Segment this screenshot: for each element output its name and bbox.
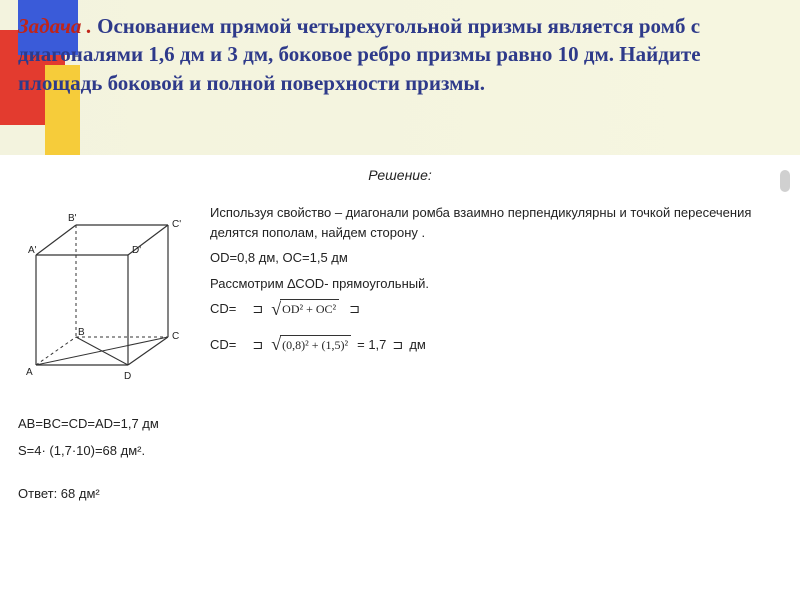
cd-result: = 1,7 [357,335,386,355]
od-oc-values: OD=0,8 дм, OC=1,5 дм [210,248,782,268]
problem-statement: Задача . Основанием прямой четырехугольн… [18,12,778,97]
solution-intro: Используя свойство – диагонали ромба вза… [210,203,782,242]
header-band: Задача . Основанием прямой четырехугольн… [0,0,800,155]
label-D1: D' [132,245,141,256]
label-C: C [172,331,179,342]
solution-area: Решение: [0,155,800,523]
prism-diagram: A' B' C' D' A B C D [18,197,200,402]
label-A1: A' [28,245,37,256]
label-A: A [26,367,33,378]
problem-label: Задача . [18,14,92,38]
sides-line: AB=BC=CD=AD=1,7 дм [18,416,782,431]
cd-radicand-1: OD² + OC² [280,299,339,318]
label-B: B [78,327,85,338]
cd-label-2: CD= [210,335,236,355]
label-B1: B' [68,213,77,224]
cd-label-1: CD= [210,299,236,319]
bottom-lines: AB=BC=CD=AD=1,7 дм S=4· (1,7·10)=68 дм².… [18,416,782,501]
triangle-line: Рассмотрим ∆COD- прямоугольный. [210,274,782,294]
label-C1: C' [172,219,181,230]
area-line: S=4· (1,7·10)=68 дм². [18,443,782,458]
problem-body: Основанием прямой четырехугольной призмы… [18,14,701,95]
cd-formula-2: CD= ⊐ √ (0,8)² + (1,5)² = 1,7 ⊐ дм [210,335,782,355]
cd-formula-1: CD= ⊐ √ OD² + OC² ⊐ [210,299,782,319]
answer-line: Ответ: 68 дм² [18,486,782,501]
cd-unit: дм [409,335,426,355]
label-D: D [124,371,131,382]
solution-text-column: Используя свойство – диагонали ромба вза… [210,197,782,360]
cd-radicand-2: (0,8)² + (1,5)² [280,335,351,354]
solution-heading: Решение: [18,167,782,183]
